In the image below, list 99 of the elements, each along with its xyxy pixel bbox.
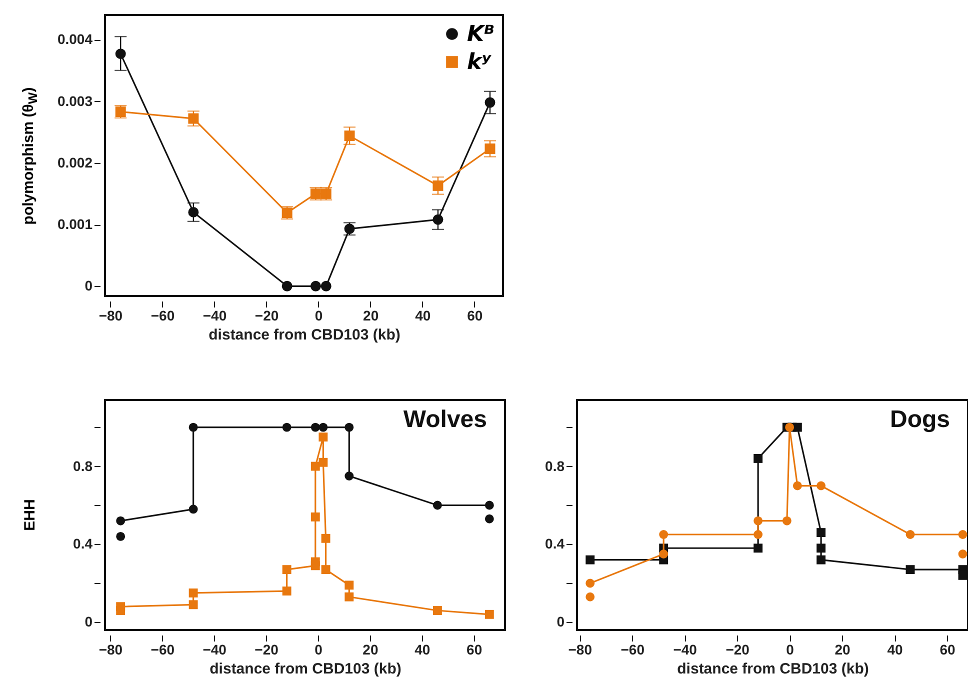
point: [188, 504, 198, 514]
x-tick-label: 0: [786, 642, 794, 658]
point: [816, 555, 826, 564]
x-tick-label: 20: [362, 642, 378, 658]
point: [586, 555, 595, 564]
x-tick-label: 0: [314, 308, 323, 324]
x-tick-label: 0: [314, 642, 323, 658]
x-tick-label: −20: [254, 308, 279, 324]
point: [320, 280, 332, 292]
x-tick-label: 20: [363, 308, 379, 324]
y-axis-title: EHH: [22, 499, 38, 531]
legend-label: Kᴮ: [467, 22, 495, 47]
point: [344, 580, 354, 590]
point: [318, 422, 328, 432]
point: [782, 516, 792, 526]
x-tick-label: −60: [620, 642, 645, 658]
x-tick-label: 40: [415, 308, 431, 324]
point: [659, 530, 668, 539]
point: [659, 550, 668, 558]
point: [282, 565, 292, 574]
x-tick-label: 20: [834, 642, 851, 658]
point: [958, 550, 968, 558]
point: [586, 578, 595, 588]
point: [484, 143, 496, 154]
y-tick-label: 0.4: [545, 536, 565, 552]
x-tick-label: −40: [673, 642, 698, 658]
point: [754, 454, 763, 463]
point: [321, 534, 330, 543]
y-tick-label: 0.4: [73, 536, 93, 552]
point: [321, 565, 330, 574]
point: [432, 606, 442, 615]
y-tick-label: 0: [84, 278, 93, 294]
point: [906, 565, 915, 574]
x-axis-title: distance from CBD103 (kb): [677, 660, 869, 678]
point: [282, 422, 292, 432]
chart-title: Wolves: [403, 406, 487, 433]
y-tick-label: 0: [84, 614, 93, 630]
x-tick-label: −40: [202, 308, 227, 324]
x-axis-title: distance from CBD103 (kb): [208, 326, 400, 344]
y-tick-label: 0.8: [73, 458, 93, 474]
point: [116, 532, 126, 541]
point: [754, 530, 763, 539]
point: [344, 130, 355, 142]
point: [188, 600, 198, 610]
x-tick-label: 60: [940, 642, 956, 658]
x-tick-label: 60: [466, 642, 482, 658]
point: [484, 500, 494, 510]
point: [432, 180, 444, 191]
y-tick-label: 0.001: [57, 216, 93, 232]
point: [484, 610, 494, 619]
chart-title: Dogs: [890, 406, 950, 433]
x-tick-label: −60: [150, 308, 175, 324]
point: [754, 516, 763, 526]
point: [188, 113, 199, 124]
y-tick-label: 0.003: [57, 92, 93, 109]
x-tick-label: −80: [98, 308, 123, 324]
point: [484, 514, 494, 524]
point: [792, 481, 802, 490]
point: [318, 458, 328, 467]
point: [344, 592, 354, 602]
point: [310, 280, 321, 292]
point: [116, 516, 126, 526]
point: [310, 512, 320, 522]
point: [344, 472, 354, 480]
x-axis-title: distance from CBD103 (kb): [210, 660, 402, 678]
point: [282, 586, 292, 596]
x-tick-label: −20: [726, 642, 750, 658]
point: [792, 422, 802, 432]
point: [344, 422, 354, 432]
y-tick-label: 0.004: [57, 31, 93, 48]
legend-label: kʸ: [467, 50, 492, 75]
point: [310, 557, 320, 566]
point: [310, 422, 320, 432]
point: [816, 481, 826, 490]
point: [816, 544, 826, 553]
y-tick-label: 0.8: [545, 458, 565, 474]
x-tick-label: 60: [467, 308, 483, 324]
y-tick-label: 0: [556, 614, 565, 630]
x-tick-label: −80: [568, 642, 592, 658]
x-tick-label: −40: [202, 642, 227, 658]
point: [188, 588, 198, 598]
x-tick-label: −80: [98, 642, 123, 658]
point: [318, 432, 328, 442]
point: [906, 530, 915, 539]
point: [958, 530, 968, 539]
point: [958, 570, 968, 580]
x-tick-label: 40: [414, 642, 430, 658]
point: [816, 528, 826, 538]
x-tick-label: −60: [150, 642, 175, 658]
point: [754, 544, 763, 553]
point: [586, 592, 595, 602]
point: [785, 422, 794, 432]
point: [282, 280, 292, 292]
x-tick-label: 40: [887, 642, 904, 658]
point: [116, 606, 126, 615]
x-tick-label: −20: [254, 642, 279, 658]
point: [188, 422, 198, 432]
point: [432, 500, 442, 510]
y-tick-label: 0.002: [57, 154, 93, 170]
